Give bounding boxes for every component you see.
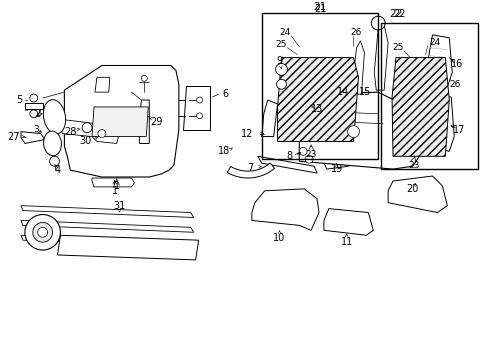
Text: 1: 1 bbox=[113, 181, 120, 191]
Polygon shape bbox=[21, 206, 193, 217]
Polygon shape bbox=[352, 41, 364, 94]
Polygon shape bbox=[425, 94, 453, 151]
Text: 28: 28 bbox=[64, 127, 76, 136]
Circle shape bbox=[196, 113, 202, 119]
Polygon shape bbox=[391, 58, 448, 156]
Circle shape bbox=[370, 16, 385, 30]
Text: 13: 13 bbox=[310, 104, 323, 114]
Text: 21: 21 bbox=[313, 4, 325, 14]
Text: 10: 10 bbox=[273, 233, 285, 243]
Circle shape bbox=[30, 94, 38, 102]
Text: 6: 6 bbox=[222, 89, 228, 99]
Polygon shape bbox=[257, 156, 316, 173]
Circle shape bbox=[276, 79, 286, 89]
Text: 8: 8 bbox=[286, 151, 292, 161]
Circle shape bbox=[30, 110, 38, 118]
Polygon shape bbox=[183, 86, 210, 130]
Text: 24: 24 bbox=[279, 28, 290, 37]
Text: 31: 31 bbox=[113, 201, 125, 211]
Text: 2: 2 bbox=[35, 109, 41, 119]
Text: 30: 30 bbox=[79, 136, 91, 147]
Text: 2: 2 bbox=[35, 109, 41, 118]
Text: 23: 23 bbox=[305, 150, 316, 159]
Text: 24: 24 bbox=[428, 38, 440, 47]
Text: 14: 14 bbox=[336, 87, 348, 97]
Text: 22: 22 bbox=[388, 9, 402, 19]
Polygon shape bbox=[21, 235, 193, 247]
Text: 18: 18 bbox=[218, 147, 230, 156]
Polygon shape bbox=[323, 208, 372, 235]
Polygon shape bbox=[373, 25, 387, 90]
Text: 21: 21 bbox=[313, 2, 326, 12]
Polygon shape bbox=[95, 77, 110, 92]
Polygon shape bbox=[25, 103, 42, 109]
Ellipse shape bbox=[43, 131, 61, 156]
Bar bbox=[261, 13, 377, 159]
Text: 9: 9 bbox=[276, 55, 282, 66]
Circle shape bbox=[38, 228, 47, 237]
Text: 7: 7 bbox=[246, 163, 252, 173]
Circle shape bbox=[82, 123, 92, 132]
Bar bbox=[381, 23, 477, 169]
Circle shape bbox=[25, 215, 61, 250]
Polygon shape bbox=[61, 120, 120, 143]
Polygon shape bbox=[92, 178, 134, 187]
Text: 20: 20 bbox=[406, 184, 418, 194]
Polygon shape bbox=[92, 107, 148, 136]
Polygon shape bbox=[251, 189, 318, 230]
Text: 16: 16 bbox=[450, 59, 462, 69]
Polygon shape bbox=[387, 176, 447, 212]
Polygon shape bbox=[261, 100, 277, 136]
Text: 29: 29 bbox=[150, 117, 162, 127]
Circle shape bbox=[275, 63, 287, 75]
Text: 22: 22 bbox=[393, 9, 406, 19]
Polygon shape bbox=[299, 92, 422, 169]
Circle shape bbox=[49, 156, 60, 166]
Polygon shape bbox=[318, 141, 363, 169]
Text: 5: 5 bbox=[16, 95, 22, 105]
Text: 17: 17 bbox=[452, 125, 465, 135]
Ellipse shape bbox=[43, 100, 65, 134]
Circle shape bbox=[33, 222, 52, 242]
Text: 3: 3 bbox=[33, 125, 39, 134]
Text: 26: 26 bbox=[448, 80, 460, 89]
Text: 25: 25 bbox=[275, 40, 286, 49]
Polygon shape bbox=[277, 58, 358, 141]
Text: 12: 12 bbox=[240, 129, 253, 139]
Polygon shape bbox=[64, 66, 179, 177]
Polygon shape bbox=[227, 163, 274, 178]
Circle shape bbox=[299, 147, 306, 155]
Text: 19: 19 bbox=[330, 164, 342, 174]
Polygon shape bbox=[287, 94, 313, 141]
Text: 11: 11 bbox=[340, 237, 352, 247]
Polygon shape bbox=[58, 235, 198, 260]
Text: 25: 25 bbox=[391, 43, 403, 52]
Polygon shape bbox=[21, 220, 193, 232]
Text: 15: 15 bbox=[359, 87, 371, 97]
Text: 26: 26 bbox=[350, 28, 361, 37]
Text: 23: 23 bbox=[407, 161, 419, 170]
Circle shape bbox=[141, 75, 147, 81]
Polygon shape bbox=[427, 35, 451, 87]
Text: 1: 1 bbox=[111, 186, 118, 196]
Circle shape bbox=[305, 155, 312, 163]
Circle shape bbox=[98, 130, 105, 138]
Text: 4: 4 bbox=[54, 165, 61, 175]
Circle shape bbox=[196, 97, 202, 103]
Polygon shape bbox=[21, 132, 44, 143]
Text: 27: 27 bbox=[7, 131, 19, 141]
Polygon shape bbox=[139, 100, 149, 143]
Circle shape bbox=[347, 126, 359, 138]
